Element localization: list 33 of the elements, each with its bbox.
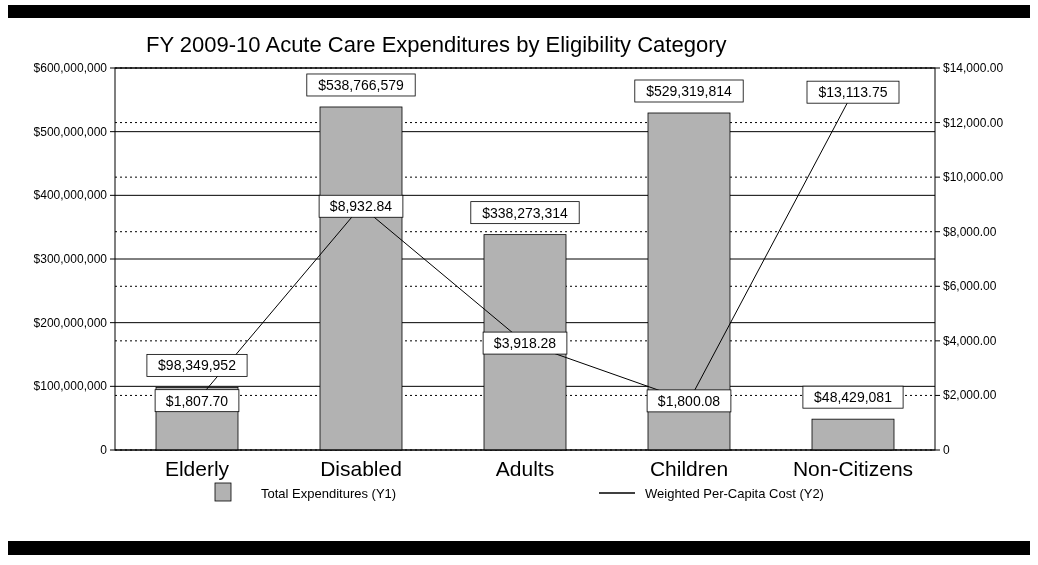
x-tick-label: Adults [495, 457, 555, 480]
data-label: $538,766,579 [318, 76, 405, 93]
y2-tick-label: 0 [943, 443, 950, 457]
x-tick-label: Non-Citizens [792, 457, 914, 480]
data-label: $13,113.75 [818, 84, 888, 101]
y-tick-label: 0 [100, 443, 108, 457]
y-tick-label: $500,000,000 [33, 124, 108, 139]
x-tick-label: Elderly [164, 457, 230, 480]
data-label: $8,932.84 [329, 198, 393, 215]
legend-label: Total Expenditures (Y1) [261, 486, 397, 501]
y2-tick-label: $8,000.00 [943, 224, 997, 239]
data-label: $1,800.08 [657, 392, 721, 409]
chart-title: FY 2009-10 Acute Care Expenditures by Eligibility Category [146, 32, 727, 57]
y2-tick-label: $4,000.00 [943, 333, 997, 348]
x-tick-label: Disabled [320, 457, 402, 480]
y-tick-label: $300,000,000 [33, 252, 108, 266]
y-tick-label: $200,000,000 [33, 315, 108, 330]
y2-tick-label: $12,000.00 [943, 115, 1004, 130]
data-label: $1,807.70 [165, 392, 229, 409]
y2-tick-label: $2,000.00 [943, 388, 997, 403]
data-label: $98,349,952 [158, 357, 237, 374]
y-tick-label: $100,000,000 [33, 379, 108, 394]
data-label: $3,918.28 [493, 335, 557, 352]
x-tick-label: Children [649, 457, 729, 480]
y2-tick-label: $6,000.00 [943, 279, 997, 294]
legend-label: Weighted Per-Capita Cost (Y2) [645, 486, 824, 501]
data-label: $529,319,814 [646, 83, 733, 99]
y2-tick-label: $14,000.00 [943, 61, 1004, 75]
y-tick-label: $600,000,000 [33, 61, 108, 75]
data-label: $48,429,081 [814, 389, 893, 406]
y2-tick-label: $10,000.00 [943, 170, 1004, 185]
data-label: $338,273,314 [482, 204, 569, 221]
y-tick-label: $400,000,000 [33, 188, 108, 203]
